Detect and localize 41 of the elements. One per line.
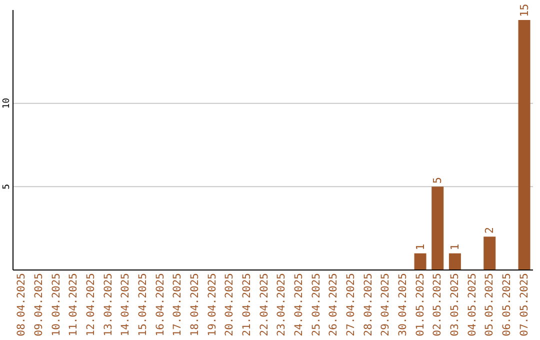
x-tick-label: 26.04.2025 (328, 273, 340, 336)
x-tick-label: 03.05.2025 (449, 273, 461, 336)
x-tick-label: 02.05.2025 (432, 273, 444, 336)
x-tick-label: 25.04.2025 (310, 273, 322, 336)
x-tick-label: 28.04.2025 (362, 273, 374, 336)
data-label: 2 (483, 227, 496, 234)
x-tick-label: 29.04.2025 (380, 273, 392, 336)
x-tick-label: 17.04.2025 (172, 273, 184, 336)
bar (414, 253, 426, 270)
x-tick-label: 15.04.2025 (137, 273, 149, 336)
x-tick-label: 21.04.2025 (241, 273, 253, 336)
x-tick-label: 22.04.2025 (258, 273, 270, 336)
x-tick-label: 12.04.2025 (85, 273, 97, 336)
x-tick-label: 13.04.2025 (102, 273, 114, 336)
bar (448, 253, 461, 270)
x-tick-label: 20.04.2025 (224, 273, 236, 336)
x-tick-label: 11.04.2025 (68, 273, 80, 336)
x-tick-label: 07.05.2025 (518, 273, 530, 336)
x-tick-label: 16.04.2025 (154, 273, 166, 336)
x-tick-label: 09.04.2025 (33, 273, 45, 336)
data-label: 1 (414, 244, 427, 250)
bar (484, 236, 496, 270)
x-tick-label: 24.04.2025 (293, 273, 305, 336)
x-tick-label: 18.04.2025 (189, 273, 201, 336)
x-tick-label: 01.05.2025 (414, 273, 426, 336)
x-tick-label: 30.04.2025 (397, 273, 409, 336)
x-tick-label: 23.04.2025 (276, 273, 288, 336)
x-tick-label: 14.04.2025 (120, 273, 132, 336)
data-label: 1 (448, 244, 462, 250)
data-label: 15 (518, 4, 531, 17)
x-tick-label: 27.04.2025 (345, 273, 357, 336)
bar (518, 20, 530, 270)
x-tick-label: 06.05.2025 (501, 273, 513, 336)
data-label: 5 (431, 177, 444, 184)
x-tick-label: 08.04.2025 (16, 273, 28, 336)
x-tick-label: 04.05.2025 (466, 273, 478, 336)
y-tick-label: 10 (2, 98, 12, 109)
x-tick-label: 19.04.2025 (206, 273, 218, 336)
x-tick-label: 10.04.2025 (50, 273, 62, 336)
x-tick-label: 05.05.2025 (484, 273, 496, 336)
bar (432, 186, 444, 270)
